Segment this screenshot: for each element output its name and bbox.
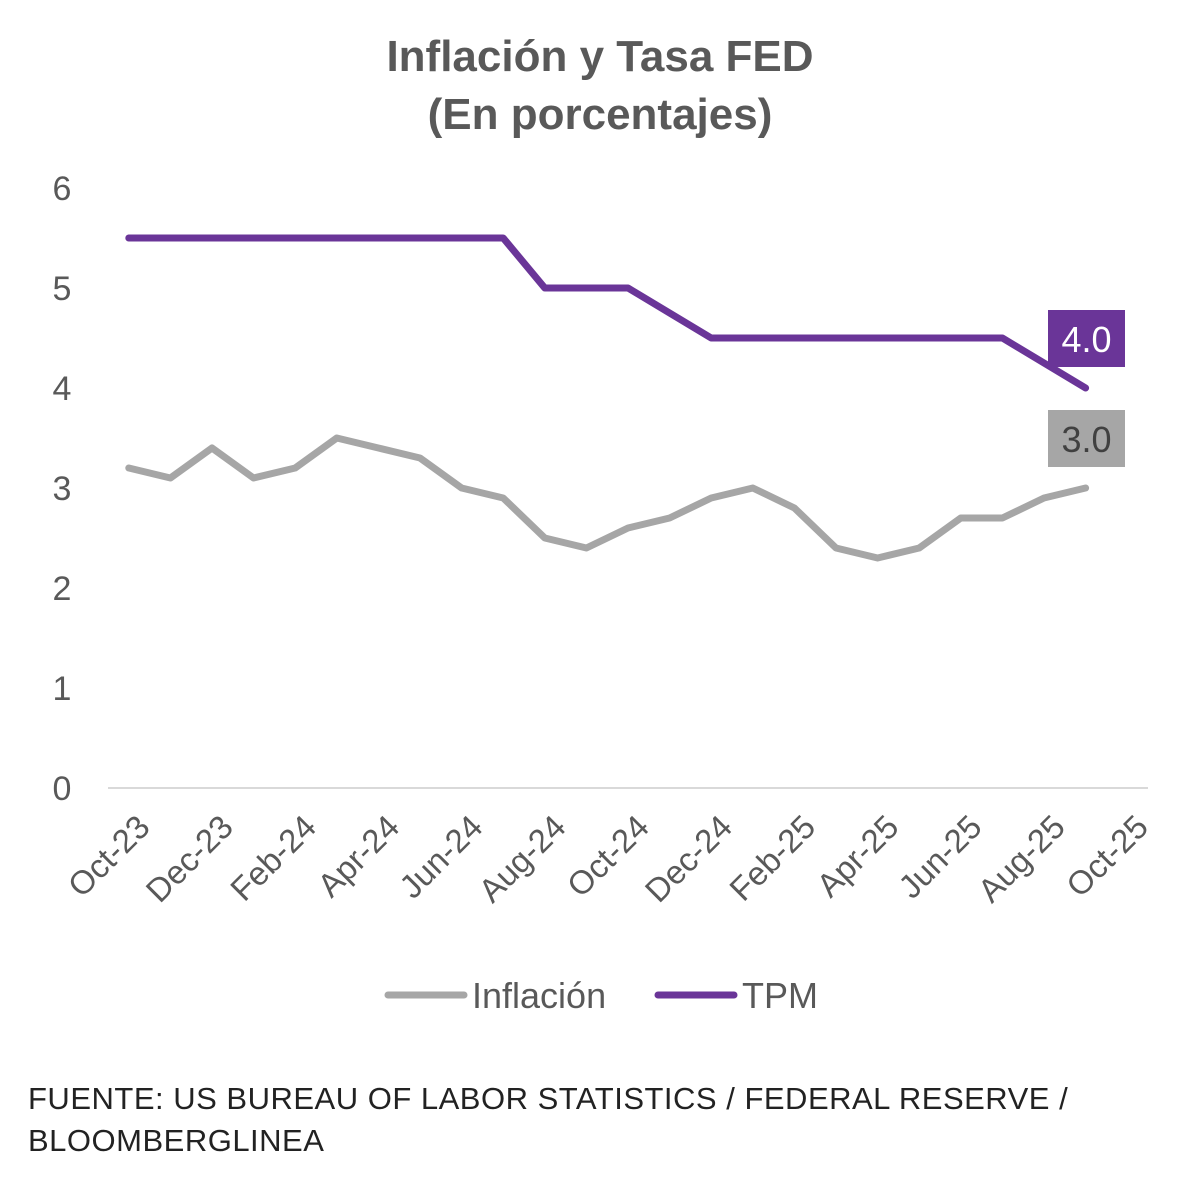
svg-text:3.0: 3.0: [1061, 419, 1111, 460]
legend-item: TPM: [654, 975, 818, 1016]
y-tick-label: 1: [53, 670, 72, 708]
legend-label: Inflación: [472, 975, 606, 1016]
svg-text:4.0: 4.0: [1061, 319, 1111, 360]
x-tick-label: Feb-25: [722, 808, 822, 908]
chart-subtitle: (En porcentajes): [427, 90, 773, 139]
y-tick-label: 5: [53, 270, 72, 308]
y-tick-label: 2: [53, 570, 72, 608]
y-tick-label: 6: [53, 170, 72, 208]
source-line-1: FUENTE: US BUREAU OF LABOR STATISTICS / …: [28, 1081, 1069, 1116]
x-tick-label: Apr-24: [310, 808, 406, 904]
x-tick-label: Dec-23: [139, 808, 240, 909]
series-line-tpm: [125, 234, 1090, 392]
x-tick-label: Apr-25: [809, 808, 905, 904]
end-data-label: 4.0: [1048, 310, 1125, 367]
chart-title: Inflación y Tasa FED: [386, 32, 814, 81]
series-line-inflacin: [125, 434, 1090, 562]
x-tick-label: Feb-24: [223, 808, 323, 908]
line-chart: 0123456Oct-23Dec-23Feb-24Apr-24Jun-24Aug…: [53, 170, 1156, 1016]
x-tick-label: Oct-24: [560, 808, 656, 904]
source-note: FUENTE: US BUREAU OF LABOR STATISTICS / …: [28, 1078, 1068, 1162]
x-tick-label: Jun-24: [392, 808, 490, 906]
x-tick-label: Jun-25: [891, 808, 989, 906]
legend-label: TPM: [742, 975, 818, 1016]
x-tick-label: Aug-24: [471, 808, 572, 909]
legend-item: Inflación: [384, 975, 606, 1016]
x-tick-label: Dec-24: [638, 808, 739, 909]
x-tick-label: Aug-25: [971, 808, 1072, 909]
x-tick-label: Oct-23: [61, 808, 157, 904]
y-tick-label: 0: [53, 770, 72, 808]
y-tick-label: 3: [53, 470, 72, 508]
y-tick-label: 4: [53, 370, 72, 408]
end-data-label: 3.0: [1048, 410, 1125, 467]
source-line-2: BLOOMBERGLINEA: [28, 1123, 325, 1158]
x-tick-label: Oct-25: [1059, 808, 1155, 904]
